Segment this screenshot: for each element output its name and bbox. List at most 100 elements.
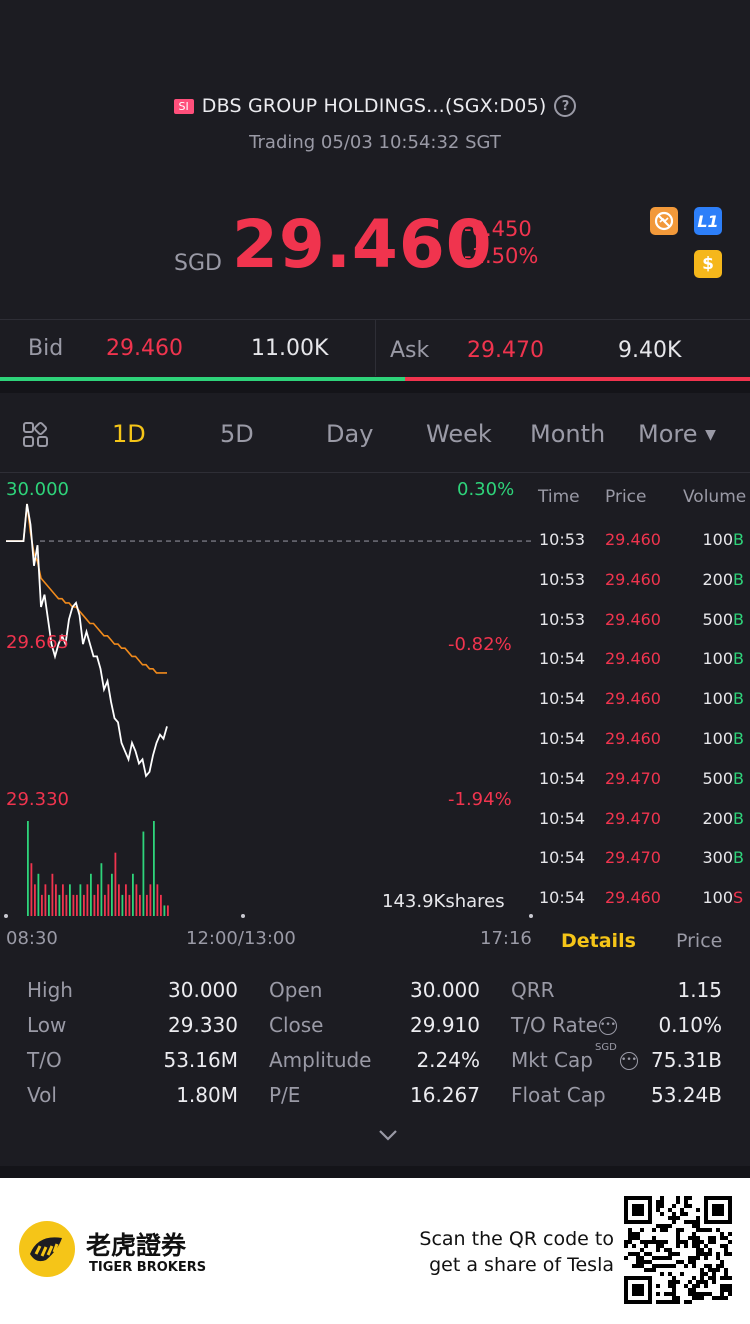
qr-module <box>692 1224 696 1228</box>
qr-module <box>672 1212 676 1216</box>
price-change: -0.450 -1.50% <box>464 216 538 270</box>
qr-module <box>656 1284 660 1288</box>
qr-module <box>720 1244 724 1248</box>
section-divider <box>0 1166 750 1178</box>
qr-module <box>676 1236 680 1240</box>
tick-time: 10:54 <box>539 649 586 669</box>
tab-month[interactable]: Month <box>530 420 606 448</box>
qr-module <box>660 1256 664 1260</box>
tick-price: 29.460 <box>605 888 661 908</box>
tab-day[interactable]: Day <box>326 420 374 448</box>
divider <box>375 320 376 376</box>
qr-module <box>704 1228 708 1232</box>
volume-bar <box>104 894 106 916</box>
no-short-icon[interactable] <box>650 207 678 235</box>
currency-label: SGD <box>174 251 222 276</box>
stat-label: T/O <box>27 1048 62 1072</box>
qr-module <box>684 1264 688 1268</box>
volume-bar <box>135 884 138 916</box>
qr-module <box>708 1240 712 1244</box>
tab-1d[interactable]: 1D <box>112 420 146 448</box>
level1-icon[interactable]: L1 <box>694 207 722 235</box>
help-icon[interactable]: ? <box>554 95 577 117</box>
qr-module <box>700 1276 704 1280</box>
change-value: -0.450 <box>464 217 532 241</box>
volume-bar <box>121 894 124 916</box>
stat-value: 29.910 <box>410 1013 480 1037</box>
qr-module <box>672 1300 676 1304</box>
more-info-icon[interactable]: ••• <box>599 1017 617 1035</box>
qr-module <box>688 1288 692 1292</box>
tick-time: 10:54 <box>539 808 586 828</box>
tab-week[interactable]: Week <box>426 420 492 448</box>
tick-price: 29.470 <box>605 848 661 868</box>
qr-module <box>712 1296 716 1300</box>
tiger-logo-icon <box>19 1221 75 1277</box>
qr-module <box>656 1292 660 1296</box>
qr-module <box>676 1244 680 1248</box>
stat-value: 1.80M <box>176 1083 238 1107</box>
qr-module <box>712 1236 716 1240</box>
qr-module <box>728 1232 732 1236</box>
intraday-chart[interactable] <box>0 480 535 920</box>
qr-module <box>720 1232 724 1236</box>
axis-dot <box>241 914 245 918</box>
qr-module <box>656 1264 660 1268</box>
volume-bar <box>41 894 43 916</box>
qr-module <box>636 1232 640 1236</box>
qr-module <box>684 1300 688 1304</box>
section-divider <box>0 381 750 393</box>
qr-module <box>692 1232 696 1236</box>
qr-module <box>676 1296 680 1300</box>
dollar-icon[interactable]: $ <box>694 250 722 278</box>
qr-module <box>672 1216 676 1220</box>
qr-module <box>652 1268 656 1272</box>
market-badge: SI <box>173 98 194 114</box>
qr-module <box>688 1300 692 1304</box>
grid-icon[interactable] <box>22 421 50 449</box>
qr-code-icon[interactable] <box>624 1196 732 1304</box>
qr-module <box>724 1288 728 1292</box>
volume-bar <box>132 873 134 916</box>
qr-module <box>660 1244 664 1248</box>
tab-details[interactable]: Details <box>561 930 636 952</box>
chevron-down-icon: ▼ <box>705 427 716 443</box>
qr-module <box>692 1236 696 1240</box>
volume-bar <box>93 894 96 916</box>
tab-5d[interactable]: 5D <box>220 420 254 448</box>
qr-module <box>700 1240 704 1244</box>
qr-module <box>660 1224 664 1228</box>
qr-module <box>672 1252 676 1256</box>
volume-bar <box>55 884 57 916</box>
more-info-icon[interactable]: ••• <box>620 1052 638 1070</box>
ask-price: 29.470 <box>467 338 544 363</box>
volume-bar <box>27 821 29 916</box>
volume-bar <box>30 863 33 916</box>
qr-module <box>700 1280 704 1284</box>
stat-value: 0.10% <box>658 1013 722 1037</box>
tick-side: B <box>733 689 744 709</box>
qr-module <box>704 1256 708 1260</box>
qr-module <box>696 1248 700 1252</box>
tick-side: B <box>733 649 744 669</box>
qr-module <box>668 1292 672 1296</box>
qr-module <box>688 1260 692 1264</box>
qr-module <box>636 1260 640 1264</box>
qr-module <box>660 1272 664 1276</box>
qr-module <box>660 1212 664 1216</box>
tick-price: 29.470 <box>605 808 661 828</box>
qr-module <box>696 1228 700 1232</box>
chevron-down-icon[interactable] <box>377 1126 399 1147</box>
axis-dot <box>4 914 8 918</box>
x-axis-end: 17:16 <box>480 928 532 949</box>
tab-price[interactable]: Price <box>676 930 723 952</box>
qr-module <box>676 1228 680 1232</box>
qr-module <box>648 1240 652 1244</box>
qr-module <box>644 1260 648 1264</box>
ask-label: Ask <box>390 338 430 363</box>
qr-module <box>692 1264 696 1268</box>
qr-module <box>728 1292 732 1296</box>
qr-module <box>636 1252 640 1256</box>
qr-module <box>684 1200 688 1204</box>
tab-more[interactable]: More ▼ <box>638 420 716 448</box>
